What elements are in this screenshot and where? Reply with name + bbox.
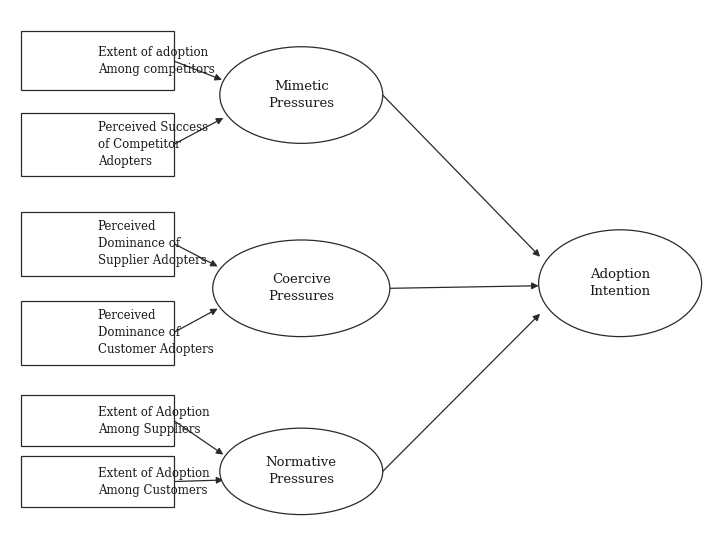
Text: Perceived Success
of Competitor
Adopters: Perceived Success of Competitor Adopters [98, 121, 208, 168]
Text: Perceived
Dominance of
Supplier Adopters: Perceived Dominance of Supplier Adopters [98, 220, 206, 267]
FancyBboxPatch shape [22, 113, 174, 176]
Text: Adoption
Intention: Adoption Intention [589, 268, 651, 298]
FancyBboxPatch shape [22, 212, 174, 275]
Ellipse shape [539, 230, 701, 337]
Ellipse shape [213, 240, 390, 337]
Text: Perceived
Dominance of
Customer Adopters: Perceived Dominance of Customer Adopters [98, 309, 213, 357]
FancyBboxPatch shape [22, 301, 174, 365]
Ellipse shape [220, 428, 382, 514]
Text: Normative
Pressures: Normative Pressures [266, 457, 337, 486]
Text: Extent of Adoption
Among Customers: Extent of Adoption Among Customers [98, 466, 209, 497]
FancyBboxPatch shape [22, 31, 174, 90]
Text: Mimetic
Pressures: Mimetic Pressures [268, 80, 334, 110]
Text: Coercive
Pressures: Coercive Pressures [268, 273, 334, 304]
FancyBboxPatch shape [22, 456, 174, 507]
Ellipse shape [220, 47, 382, 143]
Text: Extent of adoption
Among competitors: Extent of adoption Among competitors [98, 46, 214, 76]
FancyBboxPatch shape [22, 395, 174, 446]
Text: Extent of Adoption
Among Suppliers: Extent of Adoption Among Suppliers [98, 406, 209, 436]
